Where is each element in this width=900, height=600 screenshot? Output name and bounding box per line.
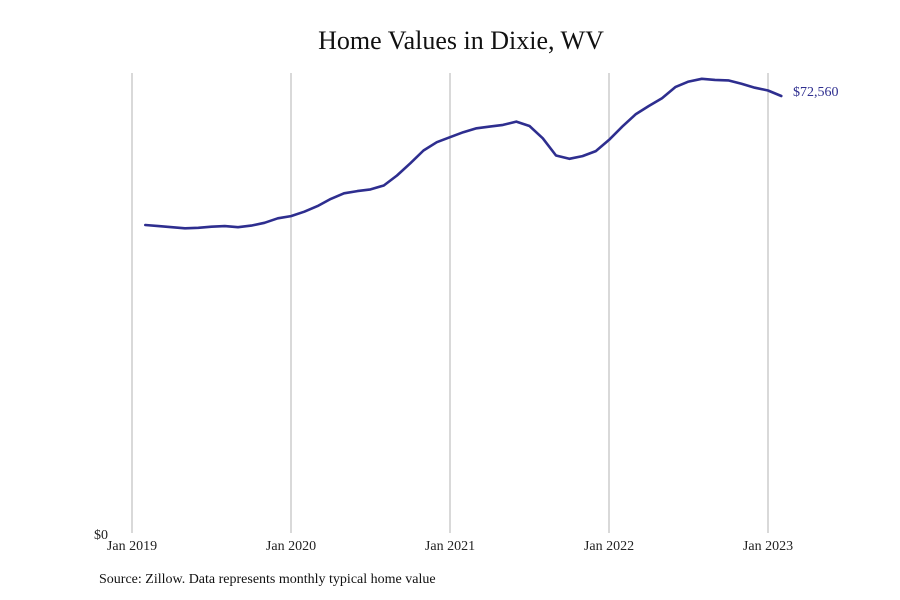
gridlines — [131, 73, 769, 533]
x-tick-label: Jan 2022 — [584, 539, 634, 554]
source-note: Source: Zillow. Data represents monthly … — [99, 572, 436, 587]
x-axis-ticks: Jan 2019 Jan 2020 Jan 2021 Jan 2022 Jan 2023 — [107, 539, 793, 554]
series-line-group — [144, 77, 783, 230]
x-tick-label: Jan 2023 — [743, 539, 793, 554]
end-label-group: $72,560 — [793, 85, 839, 100]
x-tick-label: Jan 2021 — [425, 539, 475, 554]
end-value-label: $72,560 — [793, 85, 839, 100]
x-tick-label: Jan 2019 — [107, 539, 157, 554]
y-tick-label: $0 — [94, 528, 108, 543]
x-tick-label: Jan 2020 — [266, 539, 316, 554]
chart-title: Home Values in Dixie, WV — [318, 26, 604, 55]
series-line-0 — [144, 77, 783, 230]
y-axis-ticks: $0 — [94, 528, 108, 543]
